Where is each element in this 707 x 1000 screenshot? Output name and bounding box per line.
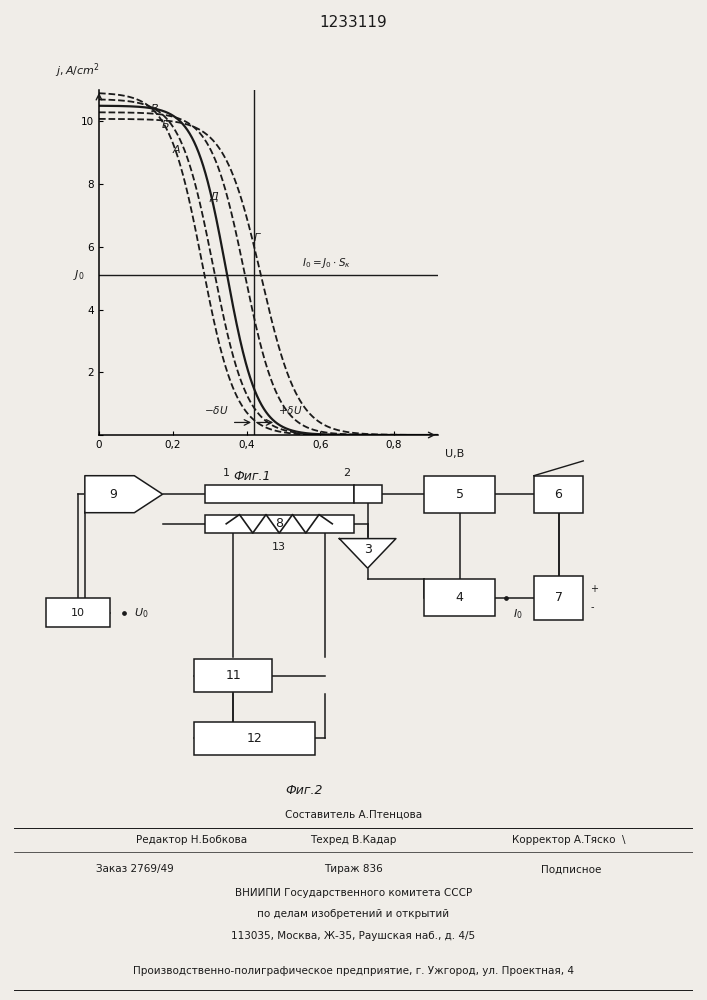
Bar [46,598,110,627]
Text: Д: Д [210,192,218,202]
Bar [205,515,354,533]
Text: 4: 4 [455,591,464,604]
Text: Заказ 2769/49: Заказ 2769/49 [95,864,173,874]
Text: 6: 6 [554,488,563,501]
Text: 113035, Москва, Ж-35, Раушская наб., д. 4/5: 113035, Москва, Ж-35, Раушская наб., д. … [231,931,476,941]
Bar [534,476,583,513]
Text: 10: 10 [71,608,85,618]
Bar [205,485,354,503]
Bar [194,722,315,755]
Text: U,B: U,B [445,449,464,459]
Text: 2: 2 [343,468,350,478]
Polygon shape [85,476,163,513]
Text: Подписное: Подписное [541,864,601,874]
Text: $-\delta U$: $-\delta U$ [204,404,228,416]
Text: $I_0 = J_0 \cdot S_\kappa$: $I_0 = J_0 \cdot S_\kappa$ [302,256,351,270]
Bar [354,485,382,503]
Text: $J_0$: $J_0$ [73,268,84,282]
Bar [424,579,495,616]
Bar [424,476,495,513]
Text: 13: 13 [272,542,286,552]
Text: 9: 9 [109,488,117,501]
Polygon shape [339,539,396,568]
Text: В: В [151,104,158,114]
Text: $j, A/cm^2$: $j, A/cm^2$ [55,61,100,80]
Text: Б: Б [162,120,169,130]
Bar [534,576,583,620]
Text: Фиг.2: Фиг.2 [285,784,323,797]
Text: А: А [173,145,180,155]
Text: Г: Г [254,233,260,243]
Text: 3: 3 [363,543,372,556]
Text: Редактор Н.Бобкова: Редактор Н.Бобкова [136,835,247,845]
Text: 12: 12 [247,732,262,745]
Text: Составитель А.Птенцова: Составитель А.Птенцова [285,810,422,820]
Text: $I_0$: $I_0$ [513,607,522,621]
Text: -: - [590,602,594,612]
Text: $U_0$: $U_0$ [134,606,149,619]
Text: 11: 11 [226,669,241,682]
Text: ВНИИПИ Государственного комитета СССР: ВНИИПИ Государственного комитета СССР [235,888,472,898]
Text: Корректор А.Тяско  \: Корректор А.Тяско \ [513,835,629,845]
Text: Техред В.Кадар: Техред В.Кадар [310,835,397,845]
Text: +: + [590,584,598,594]
Text: Тираж 836: Тираж 836 [324,864,383,874]
Text: 8: 8 [275,517,284,530]
Bar [194,659,272,692]
Text: $+\delta U$: $+\delta U$ [278,404,303,416]
Text: Производственно-полиграфическое предприятие, г. Ужгород, ул. Проектная, 4: Производственно-полиграфическое предприя… [133,966,574,976]
Text: Фиг.1: Фиг.1 [233,470,271,483]
Text: 7: 7 [554,591,563,604]
Text: 1233119: 1233119 [320,15,387,30]
Text: 5: 5 [455,488,464,501]
Text: по делам изобретений и открытий: по делам изобретений и открытий [257,909,450,919]
Text: 1: 1 [223,468,230,478]
